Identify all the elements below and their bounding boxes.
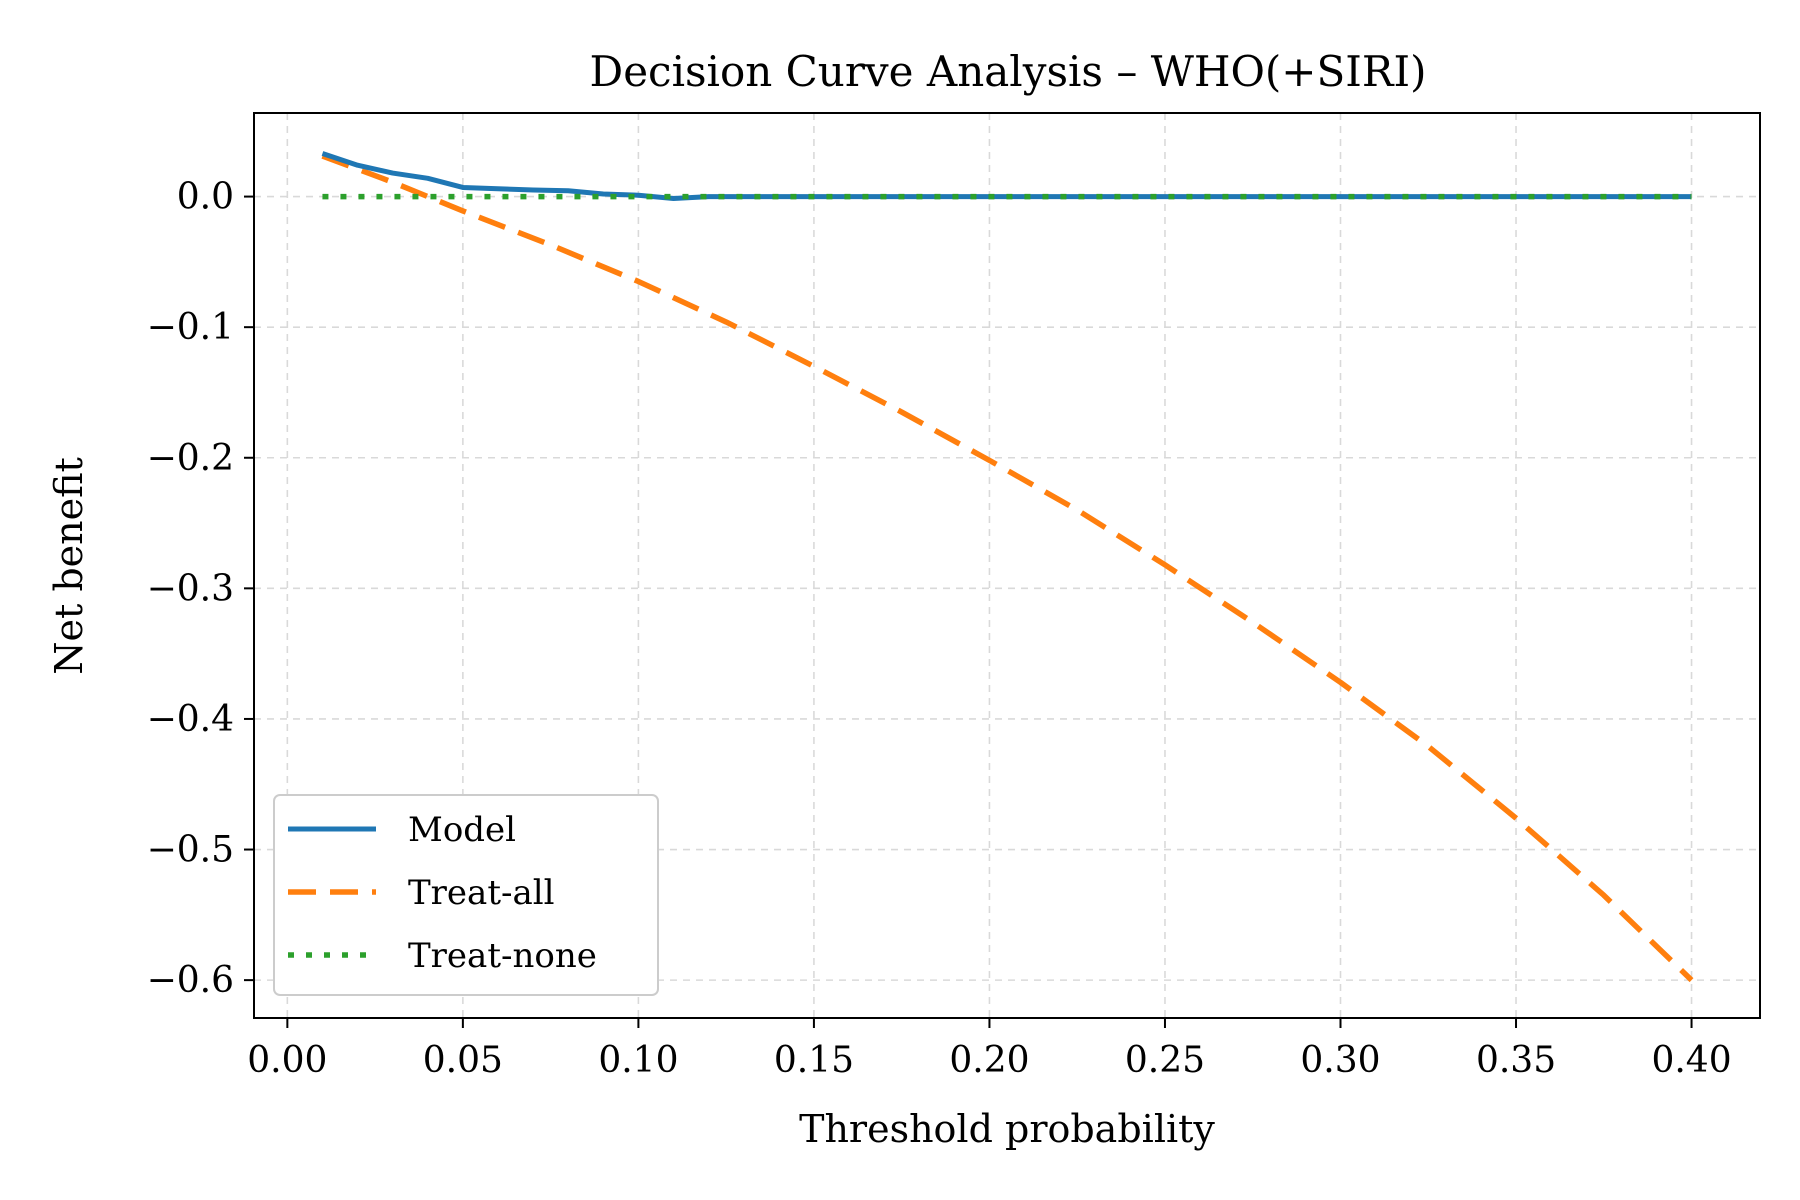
- legend-label: Model: [408, 810, 516, 850]
- y-axis: 0.0 −0.1 −0.2 −0.3 −0.4 −0.5 −0.6: [147, 177, 254, 1001]
- y-tick-label: −0.4: [147, 699, 234, 740]
- x-tick-label: 0.40: [1651, 1040, 1731, 1081]
- chart-title: Decision Curve Analysis – WHO(+SIRI): [590, 47, 1427, 96]
- series-line-treat-all: [321, 153, 1694, 983]
- legend-label: Treat-all: [408, 873, 555, 913]
- x-tick-label: 0.25: [1125, 1040, 1205, 1081]
- y-tick-label: −0.1: [147, 307, 234, 348]
- x-tick-label: 0.05: [423, 1040, 503, 1081]
- x-tick-label: 0.35: [1476, 1040, 1556, 1081]
- y-tick-label: 0.0: [177, 177, 234, 218]
- y-tick-label: −0.2: [147, 438, 234, 479]
- series-layer: [321, 151, 1694, 983]
- x-tick-label: 0.15: [774, 1040, 854, 1081]
- y-tick-label: −0.3: [147, 568, 234, 609]
- y-tick-label: −0.5: [147, 830, 234, 871]
- x-axis: 0.00 0.05 0.10 0.15 0.20 0.25 0.30 0.35 0.40: [247, 1018, 1732, 1081]
- y-tick-label: −0.6: [147, 960, 234, 1001]
- x-tick-label: 0.00: [247, 1040, 327, 1081]
- x-axis-label: Threshold probability: [799, 1107, 1215, 1151]
- x-tick-label: 0.30: [1300, 1040, 1380, 1081]
- x-tick-label: 0.10: [598, 1040, 678, 1081]
- x-tick-label: 0.20: [949, 1040, 1029, 1081]
- plot-area-frame: [253, 112, 1761, 1019]
- y-axis-label: Net benefit: [47, 457, 91, 674]
- legend: Model Treat-all Treat-none: [273, 794, 659, 996]
- legend-box: [273, 794, 659, 996]
- legend-label: Treat-none: [408, 936, 597, 976]
